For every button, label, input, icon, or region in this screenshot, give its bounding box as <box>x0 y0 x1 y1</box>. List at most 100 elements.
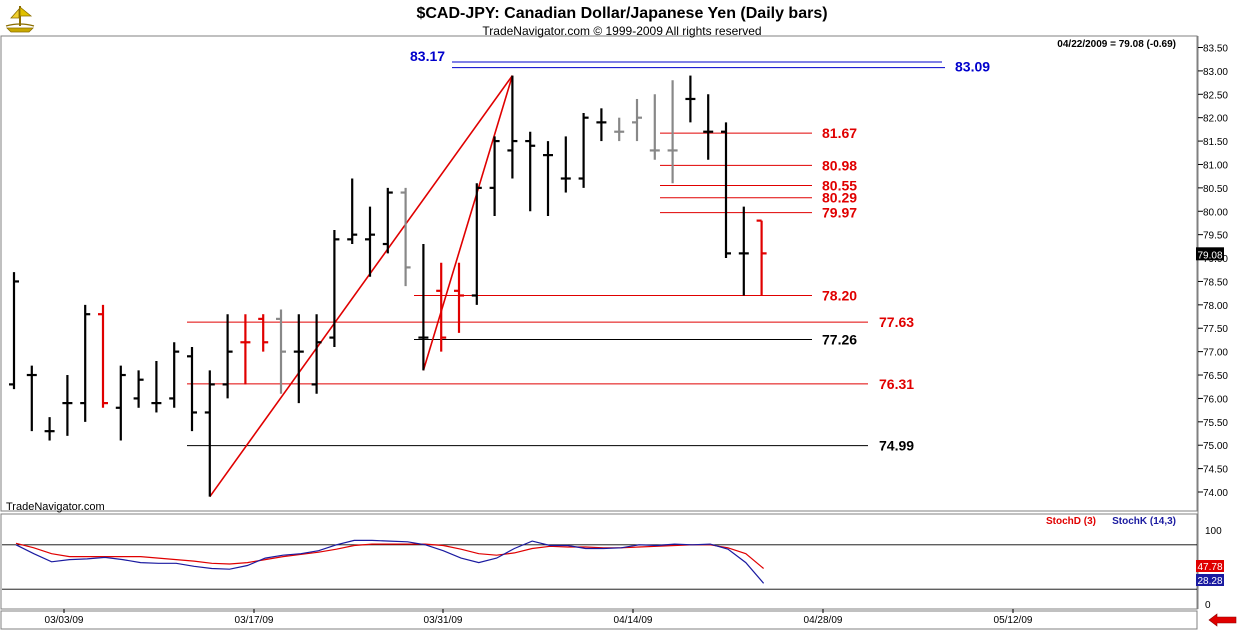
chart-title: $CAD-JPY: Canadian Dollar/Japanese Yen (… <box>416 5 827 22</box>
legend-stochd: StochD (3) <box>1046 516 1096 527</box>
price-tick-label: 82.50 <box>1203 90 1228 101</box>
stoch-tick-label: 100 <box>1205 526 1222 537</box>
quote-readout: 04/22/2009 = 79.08 (-0.69) <box>1057 39 1176 50</box>
level-label: 81.67 <box>822 125 857 141</box>
level-label: 80.29 <box>822 190 857 206</box>
ohlc-bar <box>560 136 571 193</box>
ohlc-bar <box>258 314 269 352</box>
level-label: 80.98 <box>822 157 857 173</box>
price-tick-label: 82.00 <box>1203 114 1228 125</box>
ohlc-bar <box>151 360 162 413</box>
price-tick-label: 78.00 <box>1203 301 1228 312</box>
ohlc-bar <box>347 178 358 245</box>
trend-line <box>422 75 514 371</box>
ohlc-bar <box>311 314 322 394</box>
ohlc-bars <box>9 75 767 497</box>
ohlc-bar <box>489 136 500 216</box>
last-price-box <box>1196 247 1224 261</box>
ohlc-bar <box>80 304 91 422</box>
stochd-line <box>15 542 764 569</box>
price-tick-label: 75.00 <box>1203 441 1228 452</box>
ohlc-bar <box>454 262 464 333</box>
level-label: 74.99 <box>879 438 914 454</box>
stochastic-pane <box>0 513 1198 610</box>
ohlc-bar <box>133 370 144 408</box>
price-tick-label: 81.50 <box>1203 137 1228 148</box>
ohlc-bar <box>703 94 714 160</box>
ohlc-bar <box>738 206 749 296</box>
ohlc-bar <box>667 80 678 184</box>
price-tick-label: 76.00 <box>1203 394 1228 405</box>
date-tick-label: 03/31/09 <box>424 615 463 626</box>
ohlc-bar <box>44 417 55 441</box>
price-tick-label: 78.50 <box>1203 277 1228 288</box>
date-tick-label: 04/28/09 <box>804 615 843 626</box>
price-tick-label: 79.50 <box>1203 231 1228 242</box>
ohlc-bar <box>293 314 304 404</box>
ohlc-bar <box>471 183 482 305</box>
trend-line <box>209 75 514 498</box>
ohlc-bar <box>187 346 197 432</box>
chart-subtitle: TradeNavigator.com © 1999-2009 All right… <box>482 24 761 38</box>
price-tick-label: 74.00 <box>1203 488 1228 499</box>
watermark-text: TradeNavigator.com <box>6 501 105 513</box>
stochastic-lines: 100 0 47.78 28.28 <box>2 526 1224 611</box>
stoch-value-badge <box>1196 574 1224 586</box>
ohlc-bar <box>543 141 553 216</box>
ohlc-bar <box>98 304 108 408</box>
ohlc-bar <box>614 117 625 142</box>
date-tick-label: 03/17/09 <box>235 615 274 626</box>
price-tick-label: 77.00 <box>1203 348 1228 359</box>
ohlc-bar <box>329 229 340 347</box>
ohlc-bar <box>115 365 126 441</box>
ohlc-bar <box>649 94 660 160</box>
price-tick-label: 77.50 <box>1203 324 1228 335</box>
date-tick-label: 04/14/09 <box>614 615 653 626</box>
level-label: 76.31 <box>879 376 914 392</box>
level-label: 77.26 <box>822 331 857 347</box>
ohlc-bar <box>240 314 251 385</box>
scroll-right-arrow-icon[interactable] <box>1206 613 1238 627</box>
level-label: 78.20 <box>822 287 857 303</box>
ohlc-bar <box>204 370 215 497</box>
ohlc-bar <box>169 342 180 408</box>
ohlc-bar <box>721 122 731 259</box>
ohlc-bar <box>436 262 447 352</box>
stoch-value-label: 47.78 <box>1197 562 1222 573</box>
stoch-value-label: 28.28 <box>1197 576 1222 587</box>
price-tick-label: 75.50 <box>1203 418 1228 429</box>
ohlc-bar <box>525 131 536 212</box>
ohlc-bar <box>507 75 518 179</box>
ohlc-bar <box>26 365 37 432</box>
level-label: 77.63 <box>879 314 914 330</box>
stoch-tick-label: 0 <box>1205 600 1211 611</box>
price-tick-label: 76.50 <box>1203 371 1228 382</box>
ohlc-bar <box>9 272 19 390</box>
price-tick-label: 81.00 <box>1203 160 1228 171</box>
ohlc-bar <box>276 309 286 394</box>
price-tick-label: 83.00 <box>1203 67 1228 78</box>
ohlc-bar <box>632 98 642 142</box>
date-tick-label: 03/03/09 <box>45 615 84 626</box>
level-label: 79.97 <box>822 205 857 221</box>
level-label: 80.55 <box>822 178 857 194</box>
ohlc-bar <box>756 219 767 296</box>
level-label: 83.09 <box>955 59 990 75</box>
ohlc-bar <box>382 187 393 254</box>
price-tick-label: 80.00 <box>1203 207 1228 218</box>
date-axis-strip <box>0 610 1198 630</box>
ohlc-bar <box>578 113 589 188</box>
legend-stochk: StochK (14,3) <box>1112 516 1176 527</box>
trend-lines <box>209 75 514 498</box>
price-tick-label: 80.50 <box>1203 184 1228 195</box>
level-label: 83.17 <box>410 48 445 64</box>
ohlc-bar <box>365 206 375 277</box>
ohlc-bar <box>400 187 411 287</box>
ohlc-bar <box>222 314 233 399</box>
last-price-marker: 79.08 <box>1196 247 1224 261</box>
price-tick-label: 74.50 <box>1203 465 1228 476</box>
ohlc-bar <box>685 75 696 123</box>
